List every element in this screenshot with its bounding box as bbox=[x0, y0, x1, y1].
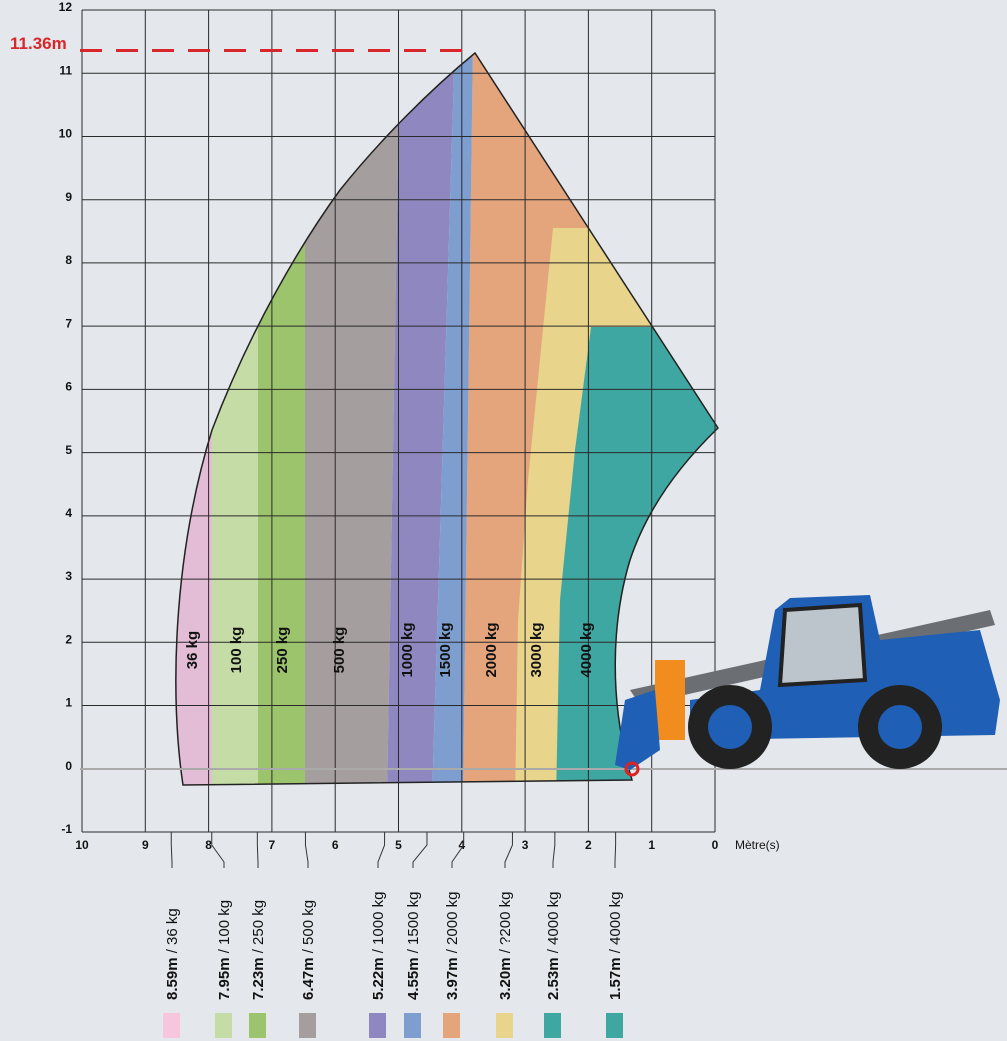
zone-label: 36 kg bbox=[184, 631, 201, 669]
legend-label: 7.23m / 250 kg bbox=[250, 900, 267, 1000]
y-tick-label: 11 bbox=[59, 63, 72, 77]
legend-swatch bbox=[163, 1013, 180, 1038]
legend-swatch bbox=[299, 1013, 316, 1038]
load-zone bbox=[212, 40, 258, 800]
legend-load: / 4000 kg bbox=[545, 892, 562, 954]
legend-reach: 2.53m bbox=[545, 957, 562, 1000]
legend-load: / 500 kg bbox=[300, 900, 317, 953]
reach-leader bbox=[413, 832, 427, 868]
zone-label: 4000 kg bbox=[578, 622, 595, 677]
legend-swatch bbox=[606, 1013, 623, 1038]
zone-label: 3000 kg bbox=[528, 622, 545, 677]
legend-label: 8.59m / 36 kg bbox=[164, 908, 181, 1000]
y-tick-label: 10 bbox=[59, 127, 73, 141]
hub bbox=[878, 705, 922, 749]
legend-reach: 6.47m bbox=[300, 957, 317, 1000]
legend-label: 1.57m / 4000 kg bbox=[607, 892, 624, 1000]
reach-leader bbox=[505, 832, 512, 868]
load-zone bbox=[258, 40, 305, 800]
load-zone bbox=[305, 40, 400, 800]
telehandler bbox=[615, 595, 1000, 775]
legend-load: / ?200 kg bbox=[497, 892, 514, 954]
y-tick-label: 8 bbox=[65, 253, 72, 267]
y-tick-label: 6 bbox=[65, 380, 72, 394]
legend-reach: 7.23m bbox=[250, 957, 267, 1000]
reach-leader bbox=[615, 832, 616, 868]
zone-label: 1000 kg bbox=[399, 622, 416, 677]
y-tick-label: 12 bbox=[59, 0, 73, 14]
legend-swatch bbox=[215, 1013, 232, 1038]
chart: 11.36m Mètre(s) -10123456789101112109876… bbox=[0, 0, 1007, 1041]
x-tick-label: 7 bbox=[269, 838, 276, 852]
reach-leader bbox=[171, 832, 172, 868]
x-tick-label: 5 bbox=[395, 838, 402, 852]
legend-swatch bbox=[404, 1013, 421, 1038]
reach-leader bbox=[553, 832, 555, 868]
legend-label: 4.55m / 1500 kg bbox=[405, 892, 422, 1000]
legend-load: / 2000 kg bbox=[444, 892, 461, 954]
y-tick-label: 2 bbox=[65, 632, 72, 646]
legend-label: 2.53m / 4000 kg bbox=[545, 892, 562, 1000]
y-tick-label: 9 bbox=[65, 190, 72, 204]
zone-label: 250 kg bbox=[274, 627, 291, 674]
x-tick-label: 0 bbox=[712, 838, 719, 852]
x-tick-label: 10 bbox=[75, 838, 89, 852]
legend-reach: 8.59m bbox=[164, 957, 181, 1000]
x-tick-label: 2 bbox=[585, 838, 592, 852]
legend-reach: 3.97m bbox=[444, 957, 461, 1000]
max-height-label: 11.36m bbox=[10, 34, 67, 53]
y-tick-label: 3 bbox=[65, 569, 72, 583]
zone-label: 2000 kg bbox=[483, 622, 500, 677]
x-tick-label: 8 bbox=[205, 838, 212, 852]
y-tick-label: 0 bbox=[65, 759, 72, 773]
legend-reach: 5.22m bbox=[370, 957, 387, 1000]
y-tick-label: 1 bbox=[65, 696, 72, 710]
legend-label: 6.47m / 500 kg bbox=[300, 900, 317, 1000]
legend-load: / 250 kg bbox=[250, 900, 267, 953]
legend-swatch bbox=[369, 1013, 386, 1038]
x-tick-label: 9 bbox=[142, 838, 149, 852]
reach-leader bbox=[212, 832, 224, 868]
y-tick-label: -1 bbox=[61, 822, 72, 836]
legend-swatch bbox=[544, 1013, 561, 1038]
legend-label: 3.20m / ?200 kg bbox=[497, 892, 514, 1000]
legend-load: / 1000 kg bbox=[370, 892, 387, 954]
legend-label: 5.22m / 1000 kg bbox=[370, 892, 387, 1000]
x-tick-label: 6 bbox=[332, 838, 339, 852]
legend-load: / 4000 kg bbox=[607, 892, 624, 954]
legend-swatch bbox=[496, 1013, 513, 1038]
reach-leader bbox=[257, 832, 258, 868]
zone-label: 100 kg bbox=[228, 627, 245, 674]
legend-swatch bbox=[443, 1013, 460, 1038]
legend-reach: 4.55m bbox=[405, 957, 422, 1000]
zone-label: 500 kg bbox=[331, 627, 348, 674]
x-tick-label: 4 bbox=[458, 838, 465, 852]
reach-leader bbox=[378, 832, 385, 868]
legend-label: 7.95m / 100 kg bbox=[216, 900, 233, 1000]
y-tick-label: 4 bbox=[65, 506, 72, 520]
hub bbox=[708, 705, 752, 749]
load-zone bbox=[150, 40, 212, 800]
legend-load: / 36 kg bbox=[164, 908, 181, 953]
legend-reach: 7.95m bbox=[216, 957, 233, 1000]
reach-leader bbox=[305, 832, 308, 868]
page: {"chart_data": { "type": "load-chart", "… bbox=[0, 0, 1007, 1041]
legend-swatch bbox=[249, 1013, 266, 1038]
cab bbox=[780, 605, 865, 685]
legend-label: 3.97m / 2000 kg bbox=[444, 892, 461, 1000]
carriage bbox=[655, 660, 685, 740]
zone-label: 1500 kg bbox=[437, 622, 454, 677]
legend-load: / 100 kg bbox=[216, 900, 233, 953]
fork-frame bbox=[615, 690, 660, 770]
load-zones bbox=[150, 40, 730, 800]
y-tick-label: 5 bbox=[65, 443, 72, 457]
legend-reach: 1.57m bbox=[607, 957, 624, 1000]
x-tick-label: 3 bbox=[522, 838, 529, 852]
legend-load: / 1500 kg bbox=[405, 892, 422, 954]
x-axis-label: Mètre(s) bbox=[735, 838, 780, 852]
legend-reach: 3.20m bbox=[497, 957, 514, 1000]
y-tick-label: 7 bbox=[65, 316, 72, 330]
x-tick-label: 1 bbox=[648, 838, 655, 852]
